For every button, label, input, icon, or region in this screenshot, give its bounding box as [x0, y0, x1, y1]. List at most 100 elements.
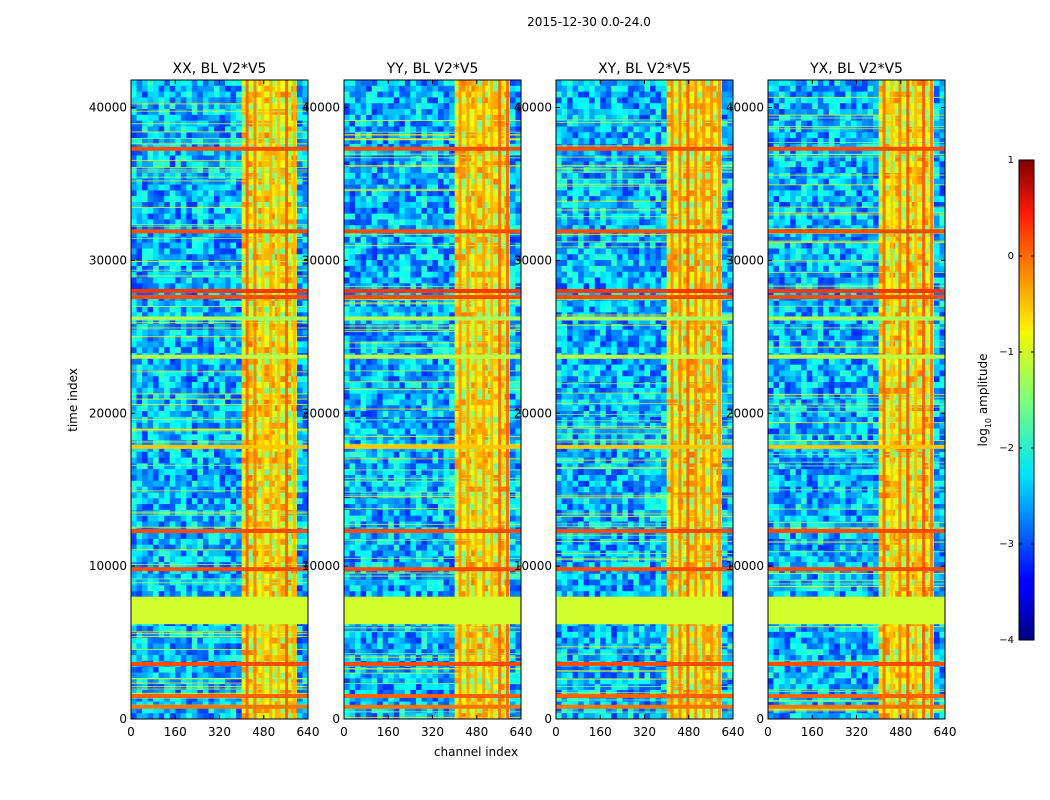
- heatmap-cell: [285, 457, 293, 464]
- heatmap-cell: [158, 457, 165, 464]
- heatmap-cell: [280, 649, 287, 656]
- heatmap-cell: [191, 422, 198, 430]
- heatmap-cell: [202, 364, 210, 372]
- heatmap-cell: [285, 231, 293, 238]
- heatmap-cell: [263, 538, 270, 546]
- heatmap-cell: [432, 196, 439, 203]
- figure-suptitle: 2015-12-30 0.0-24.0: [527, 15, 651, 29]
- heatmap-cell: [180, 626, 187, 633]
- heatmap-cell: [208, 231, 215, 238]
- heatmap-cell: [186, 678, 193, 685]
- heatmap-cell: [280, 306, 287, 313]
- heatmap-cell: [158, 649, 165, 656]
- heatmap-cell: [280, 405, 287, 412]
- heatmap-cell: [158, 573, 165, 581]
- heatmap-cell: [153, 178, 160, 186]
- heatmap-cell: [438, 213, 445, 221]
- heatmap-cell: [285, 190, 293, 197]
- heatmap-cell: [191, 236, 198, 244]
- heatmap-cell: [421, 103, 428, 110]
- heatmap-cell: [191, 445, 198, 453]
- heatmap-cell: [230, 556, 237, 563]
- heatmap-cell: [219, 376, 226, 383]
- heatmap-cell: [454, 80, 461, 87]
- heatmap-cell: [476, 85, 483, 93]
- heatmap-cell: [236, 463, 243, 470]
- heatmap-cell: [219, 231, 226, 238]
- heatmap-cell: [219, 422, 226, 430]
- heatmap-cell: [191, 463, 198, 470]
- heatmap-cell: [197, 318, 204, 325]
- heatmap-cell: [136, 498, 143, 505]
- heatmap-cell: [241, 382, 248, 389]
- heatmap-cell: [280, 422, 287, 430]
- heatmap-cell: [247, 184, 254, 191]
- heatmap-cell: [285, 504, 293, 511]
- heatmap-cell: [213, 109, 221, 116]
- heatmap-cell: [136, 469, 143, 476]
- heatmap-cell: [236, 91, 243, 99]
- heatmap-cell: [142, 515, 149, 523]
- heatmap-cell: [258, 713, 265, 719]
- heatmap-cell: [186, 393, 193, 401]
- heatmap-cell: [415, 126, 423, 133]
- heatmap-cell: [421, 207, 428, 215]
- heatmap-cell: [142, 80, 149, 87]
- heatmap-cell: [258, 347, 265, 354]
- heatmap-cell: [213, 312, 221, 319]
- heatmap-cell: [349, 196, 356, 203]
- heatmap-cell: [258, 643, 265, 650]
- heatmap-cell: [186, 225, 193, 232]
- heatmap-cell: [153, 190, 160, 197]
- heatmap-cell: [230, 85, 237, 93]
- heatmap-cell: [432, 225, 439, 232]
- heatmap-cell: [498, 172, 506, 180]
- heatmap-cell: [191, 631, 198, 639]
- heatmap-cell: [258, 254, 265, 261]
- heatmap-cell: [164, 341, 171, 348]
- heatmap-cell: [225, 428, 232, 435]
- heatmap-cell: [236, 556, 243, 563]
- heatmap-cell: [382, 248, 389, 255]
- heatmap-cell: [366, 225, 373, 232]
- heatmap-cell: [247, 213, 254, 221]
- heatmap-cell: [296, 480, 304, 488]
- heatmap-cell: [509, 207, 517, 215]
- heatmap-cell: [247, 521, 254, 528]
- heatmap-cell: [302, 562, 308, 569]
- x-tick-label: 160: [164, 725, 187, 739]
- heatmap-cell: [280, 335, 287, 343]
- heatmap-cell: [280, 463, 287, 470]
- heatmap-cell: [142, 271, 149, 279]
- heatmap-cell: [230, 347, 237, 354]
- heatmap-cell: [186, 399, 193, 406]
- heatmap-cell: [509, 190, 517, 197]
- heatmap-cell: [202, 341, 210, 348]
- panel-0: XX, BL V2*V50 160 320 480 640010000200003000…: [89, 61, 320, 739]
- heatmap-cell: [175, 248, 182, 255]
- heatmap-cell: [142, 114, 149, 122]
- heatmap-cell: [247, 440, 254, 447]
- heatmap-cell: [355, 213, 362, 221]
- heatmap-cell: [136, 109, 143, 116]
- heatmap-cell: [302, 306, 308, 313]
- heatmap-cell: [247, 422, 254, 430]
- heatmap-cell: [225, 678, 232, 685]
- heatmap-cell: [219, 161, 226, 168]
- heatmap-cell: [263, 323, 270, 331]
- heatmap-cell: [393, 201, 400, 209]
- heatmap-cell: [142, 178, 149, 186]
- heatmap-cell: [471, 149, 478, 157]
- heatmap-cell: [263, 184, 270, 191]
- heatmap-cell: [388, 172, 395, 180]
- heatmap-cell: [236, 416, 243, 424]
- heatmap-cell: [263, 103, 270, 110]
- heatmap-cell: [147, 626, 154, 633]
- rfi-channel-line: [292, 80, 296, 719]
- heatmap-cell: [399, 155, 406, 162]
- heatmap-cell: [355, 201, 362, 209]
- heatmap-cell: [302, 521, 308, 528]
- heatmap-cell: [153, 347, 160, 354]
- heatmap-cell: [131, 434, 138, 441]
- heatmap-cell: [393, 155, 400, 162]
